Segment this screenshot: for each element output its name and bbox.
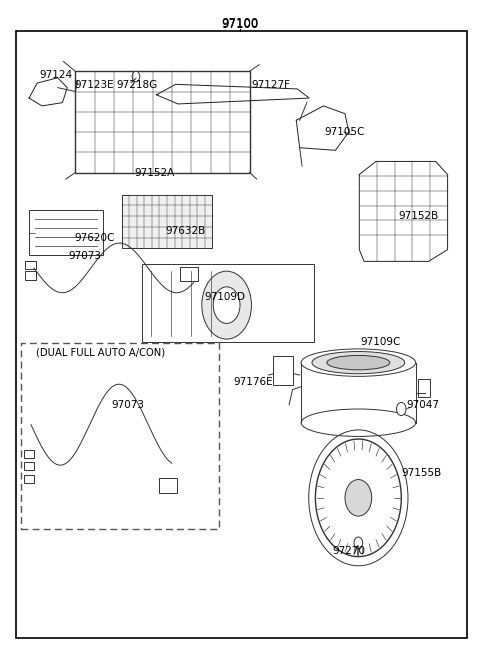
- Bar: [75, 72, 250, 173]
- Circle shape: [354, 537, 363, 549]
- Circle shape: [396, 403, 406, 415]
- Text: 97270: 97270: [332, 546, 365, 556]
- Text: 97100: 97100: [221, 17, 259, 30]
- Bar: [274, 356, 293, 386]
- Circle shape: [315, 439, 401, 557]
- Ellipse shape: [312, 352, 405, 374]
- Text: 97152B: 97152B: [399, 211, 439, 220]
- Bar: [180, 266, 199, 281]
- Text: 97109D: 97109D: [204, 292, 245, 302]
- Ellipse shape: [301, 409, 416, 436]
- Bar: [159, 478, 177, 493]
- Circle shape: [132, 72, 140, 82]
- Text: 97073: 97073: [111, 400, 144, 410]
- Text: 97100: 97100: [221, 18, 259, 31]
- Text: 97127F: 97127F: [252, 80, 290, 90]
- Ellipse shape: [327, 356, 390, 370]
- Bar: [24, 450, 34, 458]
- Text: 97124: 97124: [40, 70, 73, 79]
- Bar: [29, 211, 103, 255]
- Text: 97176E: 97176E: [234, 377, 273, 386]
- Bar: [418, 379, 430, 398]
- Bar: [24, 462, 34, 470]
- Text: (DUAL FULL AUTO A/CON): (DUAL FULL AUTO A/CON): [36, 348, 165, 358]
- Text: 97155B: 97155B: [401, 468, 442, 478]
- Text: 97620C: 97620C: [74, 233, 115, 243]
- Bar: [121, 195, 212, 249]
- Circle shape: [202, 271, 252, 339]
- Text: 97109C: 97109C: [360, 337, 401, 348]
- Bar: [25, 271, 36, 279]
- Bar: [25, 260, 36, 269]
- Circle shape: [213, 287, 240, 323]
- Bar: [142, 264, 314, 342]
- Text: 97105C: 97105C: [325, 127, 365, 137]
- Circle shape: [345, 480, 372, 516]
- Text: 97218G: 97218G: [117, 80, 158, 90]
- Bar: [24, 475, 34, 483]
- Ellipse shape: [301, 349, 416, 377]
- Text: 97632B: 97632B: [165, 226, 205, 236]
- Text: 97152A: 97152A: [134, 167, 174, 178]
- Text: 97123E: 97123E: [74, 80, 114, 90]
- Text: 97073: 97073: [69, 251, 101, 261]
- Text: 97047: 97047: [406, 400, 439, 410]
